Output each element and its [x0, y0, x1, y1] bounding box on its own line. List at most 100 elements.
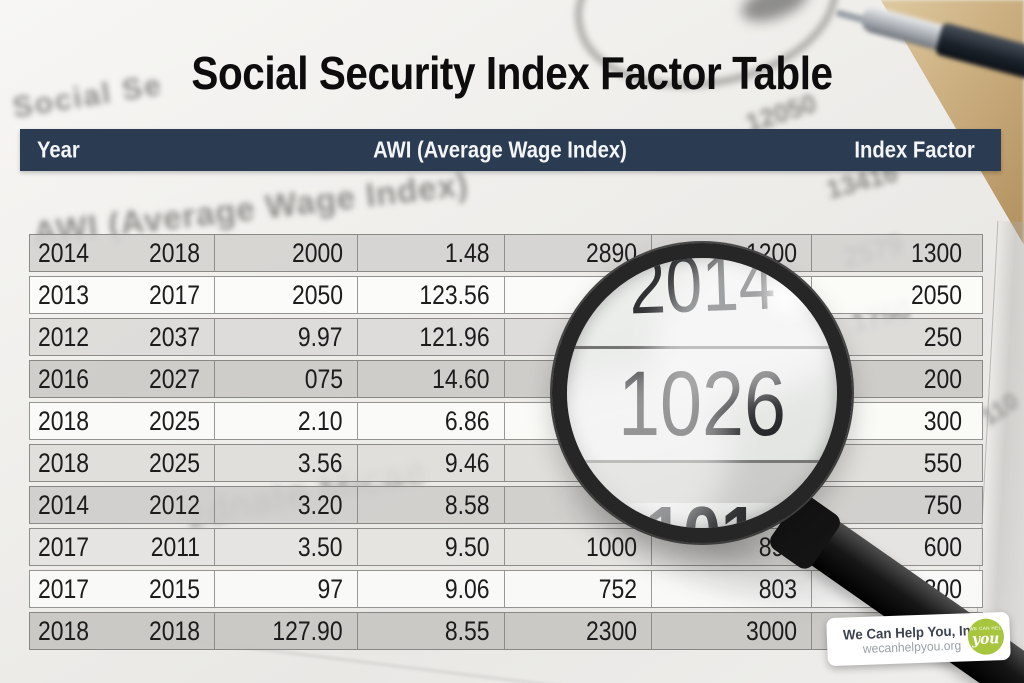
cell-value: 300: [923, 405, 962, 436]
table-cell: 9.97: [214, 319, 357, 355]
cell-value: 9.06: [445, 573, 490, 604]
table-cell: 121.96: [357, 319, 504, 355]
table-row: 2014 2018 2000 1.48 2890 1200 1300: [29, 234, 983, 272]
logo-script-text: you: [971, 629, 1000, 649]
year-value: 2037: [148, 321, 200, 352]
cell-value: 752: [598, 573, 637, 604]
cell-value: 6.86: [445, 405, 490, 436]
cell-value: 9.46: [445, 447, 490, 478]
table-cell: 3.56: [214, 445, 357, 481]
year-value: 2018: [38, 615, 90, 646]
year-value: 2011: [150, 531, 200, 562]
table-cell-index-factor: 600: [811, 529, 972, 565]
cell-value: 075: [304, 363, 343, 394]
table-cell: 2000: [214, 235, 357, 271]
cell-value: 2.10: [298, 405, 343, 436]
cell-value: 3.56: [298, 447, 343, 478]
cell-value: 97: [317, 573, 343, 604]
table-cell: 075: [214, 361, 357, 397]
year-value: 2013: [38, 279, 90, 310]
table-row: 2013 2017 2050 123.56 2050: [29, 276, 983, 314]
table-cell: 9.46: [357, 445, 504, 481]
table-cell: 3000: [651, 613, 811, 649]
year-value: 2012: [38, 321, 90, 352]
year-value: 2025: [148, 447, 200, 478]
table-cell: 752: [504, 571, 651, 607]
magnifier-lens: 2014 1026 101: [552, 243, 852, 543]
cell-value: 250: [923, 321, 962, 352]
cell-value: 1300: [910, 237, 962, 268]
company-url: wecanhelpyou.org: [862, 638, 962, 656]
table-cell: 9.50: [357, 529, 504, 565]
table-cell-years: 2018 2025: [30, 445, 214, 481]
year-value: 2014: [38, 489, 90, 520]
page-title: Social Security Index Factor Table: [191, 47, 833, 99]
year-value: 2015: [148, 573, 200, 604]
column-header-awi: AWI (Average Wage Index): [373, 136, 627, 163]
cell-value: 750: [923, 489, 962, 520]
table-cell: 8.58: [357, 487, 504, 523]
cell-value: 600: [923, 531, 962, 562]
table-cell-years: 2018 2018: [30, 613, 214, 649]
table-cell-years: 2012 2037: [30, 319, 214, 355]
table-cell: 9.06: [357, 571, 504, 607]
year-value: 2016: [38, 363, 90, 394]
cell-value: 2000: [291, 237, 343, 268]
table-cell-years: 2014 2012: [30, 487, 214, 523]
cell-value: 200: [923, 363, 962, 394]
table-cell-years: 2017 2015: [30, 571, 214, 607]
cell-value: 1.48: [445, 237, 490, 268]
table-cell-years: 2013 2017: [30, 277, 214, 313]
table-cell: 2050: [214, 277, 357, 313]
cell-value: 127.90: [272, 615, 343, 646]
cell-value: 2050: [910, 279, 962, 310]
table-cell: 3.50: [214, 529, 357, 565]
table-cell: 2300: [504, 613, 651, 649]
company-badge: We Can Help You, Inc wecanhelpyou.org WE…: [826, 611, 1011, 667]
year-value: 2017: [38, 531, 90, 562]
table-cell-index-factor: [811, 613, 972, 649]
table-cell: 6.86: [357, 403, 504, 439]
table-cell: 1000: [504, 529, 651, 565]
cell-value: 14.60: [432, 363, 490, 394]
year-value: 2018: [38, 447, 90, 478]
table-cell: 8.55: [357, 613, 504, 649]
table-cell: 97: [214, 571, 357, 607]
cell-value: 803: [759, 575, 797, 603]
table-row: 2018 2018 127.90 8.55 2300 3000: [29, 612, 983, 650]
year-value: 2017: [38, 573, 90, 604]
year-value: 2012: [148, 489, 200, 520]
table-cell-years: 2016 2027: [30, 361, 214, 397]
cell-value: 3000: [745, 615, 797, 646]
cell-value: 123.56: [419, 279, 490, 310]
table-cell-index-factor: 1300: [811, 235, 972, 271]
cell-value: 9.97: [298, 321, 343, 352]
cell-value: 3.50: [298, 531, 343, 562]
table-cell: 14.60: [357, 361, 504, 397]
year-value: 2025: [148, 405, 200, 436]
cell-value: 121.96: [419, 321, 490, 352]
table-cell-years: 2014 2018: [30, 235, 214, 271]
table-cell-years: 2017 2011: [30, 529, 214, 565]
year-value: 2018: [38, 405, 90, 436]
table-cell: [504, 445, 651, 481]
table-cell: [504, 361, 651, 397]
table-cell: [504, 277, 651, 313]
year-value: 2018: [148, 237, 200, 268]
table-cell: 3.20: [214, 487, 357, 523]
table-header-bar: Year AWI (Average Wage Index) Index Fact…: [20, 129, 1001, 171]
cell-value: 8.55: [445, 615, 490, 646]
year-value: 2027: [148, 363, 200, 394]
cell-value: 9.50: [445, 531, 490, 562]
column-header-index-factor: Index Factor: [854, 136, 975, 163]
cell-value: 8.58: [445, 489, 490, 520]
table-cell: 123.56: [357, 277, 504, 313]
cell-value: 2300: [585, 615, 637, 646]
table-cell: [504, 403, 651, 439]
table-cell: 1.48: [357, 235, 504, 271]
cell-value: 2050: [291, 279, 343, 310]
year-value: 2014: [38, 237, 90, 268]
cell-value: 1000: [586, 533, 637, 561]
table-cell: 803: [651, 571, 811, 607]
